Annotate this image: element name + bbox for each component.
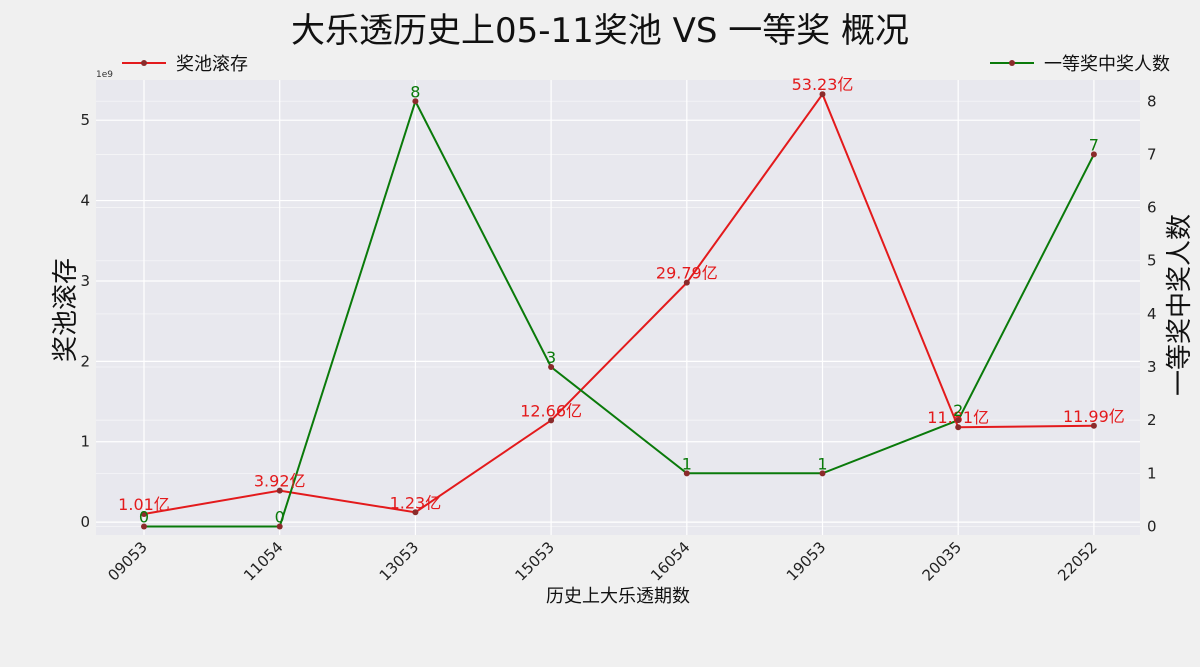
chart-title: 大乐透历史上05-11奖池 VS 一等奖 概况 — [291, 11, 909, 51]
data-label-1: 0 — [275, 507, 285, 526]
y-left-tick-label: 0 — [80, 513, 90, 531]
x-tick-label: 09053 — [104, 538, 150, 584]
series-line-0 — [143, 92, 1094, 515]
x-tick-label: 22052 — [1054, 538, 1100, 584]
y-right-tick-label: 4 — [1147, 305, 1157, 323]
data-point-1 — [276, 523, 283, 530]
data-point-1 — [819, 470, 826, 477]
data-point-0 — [1090, 422, 1097, 429]
data-point-0 — [819, 91, 826, 98]
y-left-tick-label: 3 — [80, 272, 90, 290]
data-label-1: 3 — [546, 348, 556, 367]
data-point-0 — [141, 511, 147, 518]
data-label-0: 11.99亿 — [1063, 407, 1125, 426]
data-point-1 — [412, 98, 419, 105]
x-tick-label: 15053 — [511, 538, 557, 584]
y-right-tick-label: 6 — [1147, 199, 1157, 217]
x-tick-label: 19053 — [783, 538, 829, 584]
y-left-tick-label: 5 — [80, 111, 90, 129]
y-right-tick-label: 2 — [1147, 411, 1157, 429]
data-point-0 — [548, 417, 555, 424]
data-point-1 — [548, 364, 555, 371]
data-label-0: 1.01亿 — [118, 495, 170, 514]
x-tick-label: 11054 — [240, 538, 286, 584]
legend-right-marker — [1009, 60, 1015, 66]
x-axis: 09053 11054 13053 15053 16054 19053 20035 22052 — [104, 538, 1100, 584]
data-point-0 — [955, 424, 962, 431]
y-right-tick-label: 8 — [1147, 92, 1157, 110]
grid — [96, 80, 1140, 535]
data-label-1: 0 — [139, 507, 149, 526]
data-label-0: 3.92亿 — [254, 472, 306, 491]
right-axis: 0 1 2 3 4 5 6 7 8 — [1147, 92, 1157, 535]
y-left-tick-label: 2 — [80, 352, 90, 370]
series-line-1 — [144, 98, 1095, 528]
data-point-1 — [1090, 151, 1097, 158]
y-left-tick-label: 1 — [80, 433, 90, 451]
data-point-1 — [955, 417, 962, 424]
data-label-0: 29.79亿 — [656, 264, 718, 283]
data-label-0: 12.66亿 — [520, 401, 582, 420]
x-tick-label: 16054 — [647, 538, 693, 584]
data-point-0 — [276, 487, 283, 494]
data-label-0: 53.23亿 — [792, 75, 854, 94]
legend-right-label: 一等奖中奖人数 — [1044, 54, 1170, 75]
data-label-1: 8 — [410, 82, 420, 101]
data-label-1: 7 — [1089, 135, 1099, 154]
y-left-tick-label: 4 — [80, 192, 90, 210]
data-label-1: 1 — [682, 454, 692, 473]
data-label-1: 1 — [817, 454, 827, 473]
legend-left-label: 奖池滚存 — [176, 54, 248, 75]
y-left-exponent: 1e9 — [96, 70, 113, 80]
data-point-0 — [412, 509, 419, 516]
data-label-1: 2 — [953, 401, 963, 420]
y-right-tick-label: 0 — [1147, 517, 1157, 535]
series-group: 1.01亿3.92亿1.23亿12.66亿29.79亿53.23亿11.81亿1… — [118, 75, 1125, 530]
y-right-tick-label: 5 — [1147, 252, 1157, 270]
data-point-1 — [141, 523, 147, 530]
legend-left-marker — [141, 60, 147, 66]
data-label-0: 1.23亿 — [390, 493, 442, 512]
x-tick-label: 13053 — [376, 538, 422, 584]
left-axis: 0 1 2 3 4 5 — [80, 111, 90, 531]
y-right-tick-label: 3 — [1147, 358, 1157, 376]
x-tick-label: 20035 — [919, 538, 965, 584]
y-right-tick-label: 1 — [1147, 464, 1157, 482]
data-point-0 — [683, 279, 690, 286]
y-right-tick-label: 7 — [1147, 145, 1157, 163]
legend-right: 一等奖中奖人数 — [990, 54, 1170, 75]
plot-area — [96, 80, 1140, 535]
x-axis-title: 历史上大乐透期数 — [546, 586, 690, 607]
legend-left: 奖池滚存 — [122, 54, 248, 75]
y-left-axis-title: 奖池滚存 — [51, 258, 81, 362]
data-point-1 — [683, 470, 690, 477]
y-right-axis-title: 一等奖中奖人数 — [1165, 214, 1195, 396]
